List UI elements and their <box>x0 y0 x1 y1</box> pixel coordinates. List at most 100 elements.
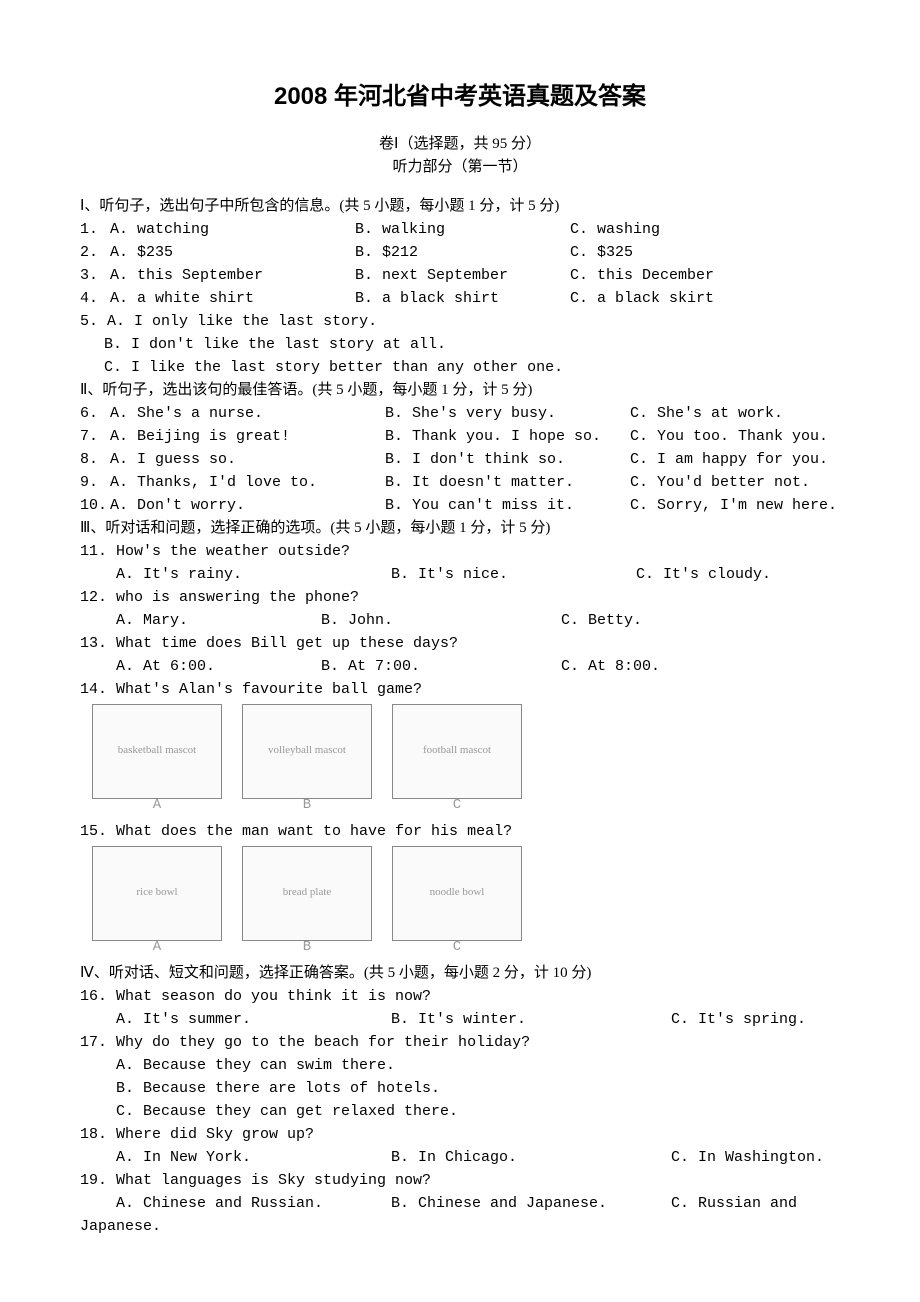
q15-image-a: rice bowl A <box>92 846 222 941</box>
option-c: C. It's cloudy. <box>636 564 840 585</box>
option-c: C. this December <box>570 265 840 286</box>
option-c: C. $325 <box>570 242 840 263</box>
q-num: 1. <box>80 219 110 240</box>
option-a: A. $235 <box>110 242 355 263</box>
q14-image-a: basketball mascot A <box>92 704 222 799</box>
q-num: 8. <box>80 449 110 470</box>
question-row: 2. A. $235 B. $212 C. $325 <box>80 242 840 263</box>
q-num: 6. <box>80 403 110 424</box>
option-a: A. Don't worry. <box>110 495 385 516</box>
option-a: A. a white shirt <box>110 288 355 309</box>
option-c: C. Betty. <box>561 610 840 631</box>
image-label-c: C <box>453 938 461 958</box>
q13-text: 13. What time does Bill get up these day… <box>80 633 840 654</box>
question-row: 1. A. watching B. walking C. washing <box>80 219 840 240</box>
option-a: A. watching <box>110 219 355 240</box>
q16-text: 16. What season do you think it is now? <box>80 986 840 1007</box>
option-c: C. At 8:00. <box>561 656 840 677</box>
option-a: A. It's summer. <box>116 1009 391 1030</box>
q14-image-b: volleyball mascot B <box>242 704 372 799</box>
q15-image-c: noodle bowl C <box>392 846 522 941</box>
option-b: B. It doesn't matter. <box>385 472 630 493</box>
image-label-a: A <box>153 796 161 816</box>
section3-header: Ⅲ、听对话和问题，选择正确的选项。(共 5 小题，每小题 1 分，计 5 分) <box>80 518 840 539</box>
option-a: A. Beijing is great! <box>110 426 385 447</box>
q-num: 2. <box>80 242 110 263</box>
option-b: B. a black shirt <box>355 288 570 309</box>
q17-a: A. Because they can swim there. <box>80 1055 840 1076</box>
q19-text: 19. What languages is Sky studying now? <box>80 1170 840 1191</box>
option-c: C. She's at work. <box>630 403 840 424</box>
option-a: A. In New York. <box>116 1147 391 1168</box>
option-b: B. In Chicago. <box>391 1147 671 1168</box>
q11-text: 11. How's the weather outside? <box>80 541 840 562</box>
option-b: B. walking <box>355 219 570 240</box>
q14-image-c: football mascot C <box>392 704 522 799</box>
option-a: A. It's rainy. <box>116 564 391 585</box>
option-b: B. Thank you. I hope so. <box>385 426 630 447</box>
option-b: B. You can't miss it. <box>385 495 630 516</box>
option-c: C. Sorry, I'm new here. <box>630 495 840 516</box>
option-c: C. It's spring. <box>671 1009 840 1030</box>
section4-header: Ⅳ、听对话、短文和问题，选择正确答案。(共 5 小题，每小题 2 分，计 10 … <box>80 963 840 984</box>
q14-text: 14. What's Alan's favourite ball game? <box>80 679 840 700</box>
section2-header: Ⅱ、听句子，选出该句的最佳答语。(共 5 小题，每小题 1 分，计 5 分) <box>80 380 840 401</box>
image-label-b: B <box>303 796 311 816</box>
image-label-b: B <box>303 938 311 958</box>
image-options-row: basketball mascot A volleyball mascot B … <box>92 704 840 799</box>
q-num: 7. <box>80 426 110 447</box>
q-num: 9. <box>80 472 110 493</box>
option-c: C. You too. Thank you. <box>630 426 840 447</box>
q5-line-c: C. I like the last story better than any… <box>80 357 840 378</box>
option-b: B. John. <box>321 610 561 631</box>
q18-text: 18. Where did Sky grow up? <box>80 1124 840 1145</box>
option-c: C. a black skirt <box>570 288 840 309</box>
option-c: C. You'd better not. <box>630 472 840 493</box>
question-row: 9. A. Thanks, I'd love to. B. It doesn't… <box>80 472 840 493</box>
page-title: 2008 年河北省中考英语真题及答案 <box>80 80 840 114</box>
q17-text: 17. Why do they go to the beach for thei… <box>80 1032 840 1053</box>
option-a: A. At 6:00. <box>116 656 321 677</box>
option-b: B. next September <box>355 265 570 286</box>
option-b: B. I don't think so. <box>385 449 630 470</box>
q12-text: 12. who is answering the phone? <box>80 587 840 608</box>
question-row: 6. A. She's a nurse. B. She's very busy.… <box>80 403 840 424</box>
question-row: 7. A. Beijing is great! B. Thank you. I … <box>80 426 840 447</box>
image-label-c: C <box>453 796 461 816</box>
q-num: 3. <box>80 265 110 286</box>
question-row: 4. A. a white shirt B. a black shirt C. … <box>80 288 840 309</box>
option-a: A. this September <box>110 265 355 286</box>
image-options-row: rice bowl A bread plate B noodle bowl C <box>92 846 840 941</box>
option-c: C. In Washington. <box>671 1147 840 1168</box>
subtitle-listening: 听力部分（第一节） <box>80 157 840 178</box>
option-b: B. It's winter. <box>391 1009 671 1030</box>
option-b: B. Chinese and Japanese. <box>391 1193 671 1214</box>
q5-line-a: 5. A. I only like the last story. <box>80 311 840 332</box>
question-row: 3. A. this September B. next September C… <box>80 265 840 286</box>
q15-text: 15. What does the man want to have for h… <box>80 821 840 842</box>
option-b: B. She's very busy. <box>385 403 630 424</box>
q17-b: B. Because there are lots of hotels. <box>80 1078 840 1099</box>
question-row: 8. A. I guess so. B. I don't think so. C… <box>80 449 840 470</box>
q5-line-b: B. I don't like the last story at all. <box>80 334 840 355</box>
option-a: A. Mary. <box>116 610 321 631</box>
option-c: C. washing <box>570 219 840 240</box>
q-num: 10. <box>80 495 110 516</box>
option-b: B. At 7:00. <box>321 656 561 677</box>
option-a: A. I guess so. <box>110 449 385 470</box>
subtitle-paper: 卷Ⅰ（选择题，共 95 分） <box>80 134 840 155</box>
option-b: B. $212 <box>355 242 570 263</box>
question-row: 10. A. Don't worry. B. You can't miss it… <box>80 495 840 516</box>
q17-c: C. Because they can get relaxed there. <box>80 1101 840 1122</box>
q19-cont: Japanese. <box>80 1216 840 1237</box>
option-c: C. Russian and <box>671 1193 840 1214</box>
option-a: A. Chinese and Russian. <box>116 1193 391 1214</box>
option-c: C. I am happy for you. <box>630 449 840 470</box>
option-a: A. She's a nurse. <box>110 403 385 424</box>
q-num: 4. <box>80 288 110 309</box>
q15-image-b: bread plate B <box>242 846 372 941</box>
section1-header: Ⅰ、听句子，选出句子中所包含的信息。(共 5 小题，每小题 1 分，计 5 分) <box>80 196 840 217</box>
option-a: A. Thanks, I'd love to. <box>110 472 385 493</box>
option-b: B. It's nice. <box>391 564 636 585</box>
image-label-a: A <box>153 938 161 958</box>
